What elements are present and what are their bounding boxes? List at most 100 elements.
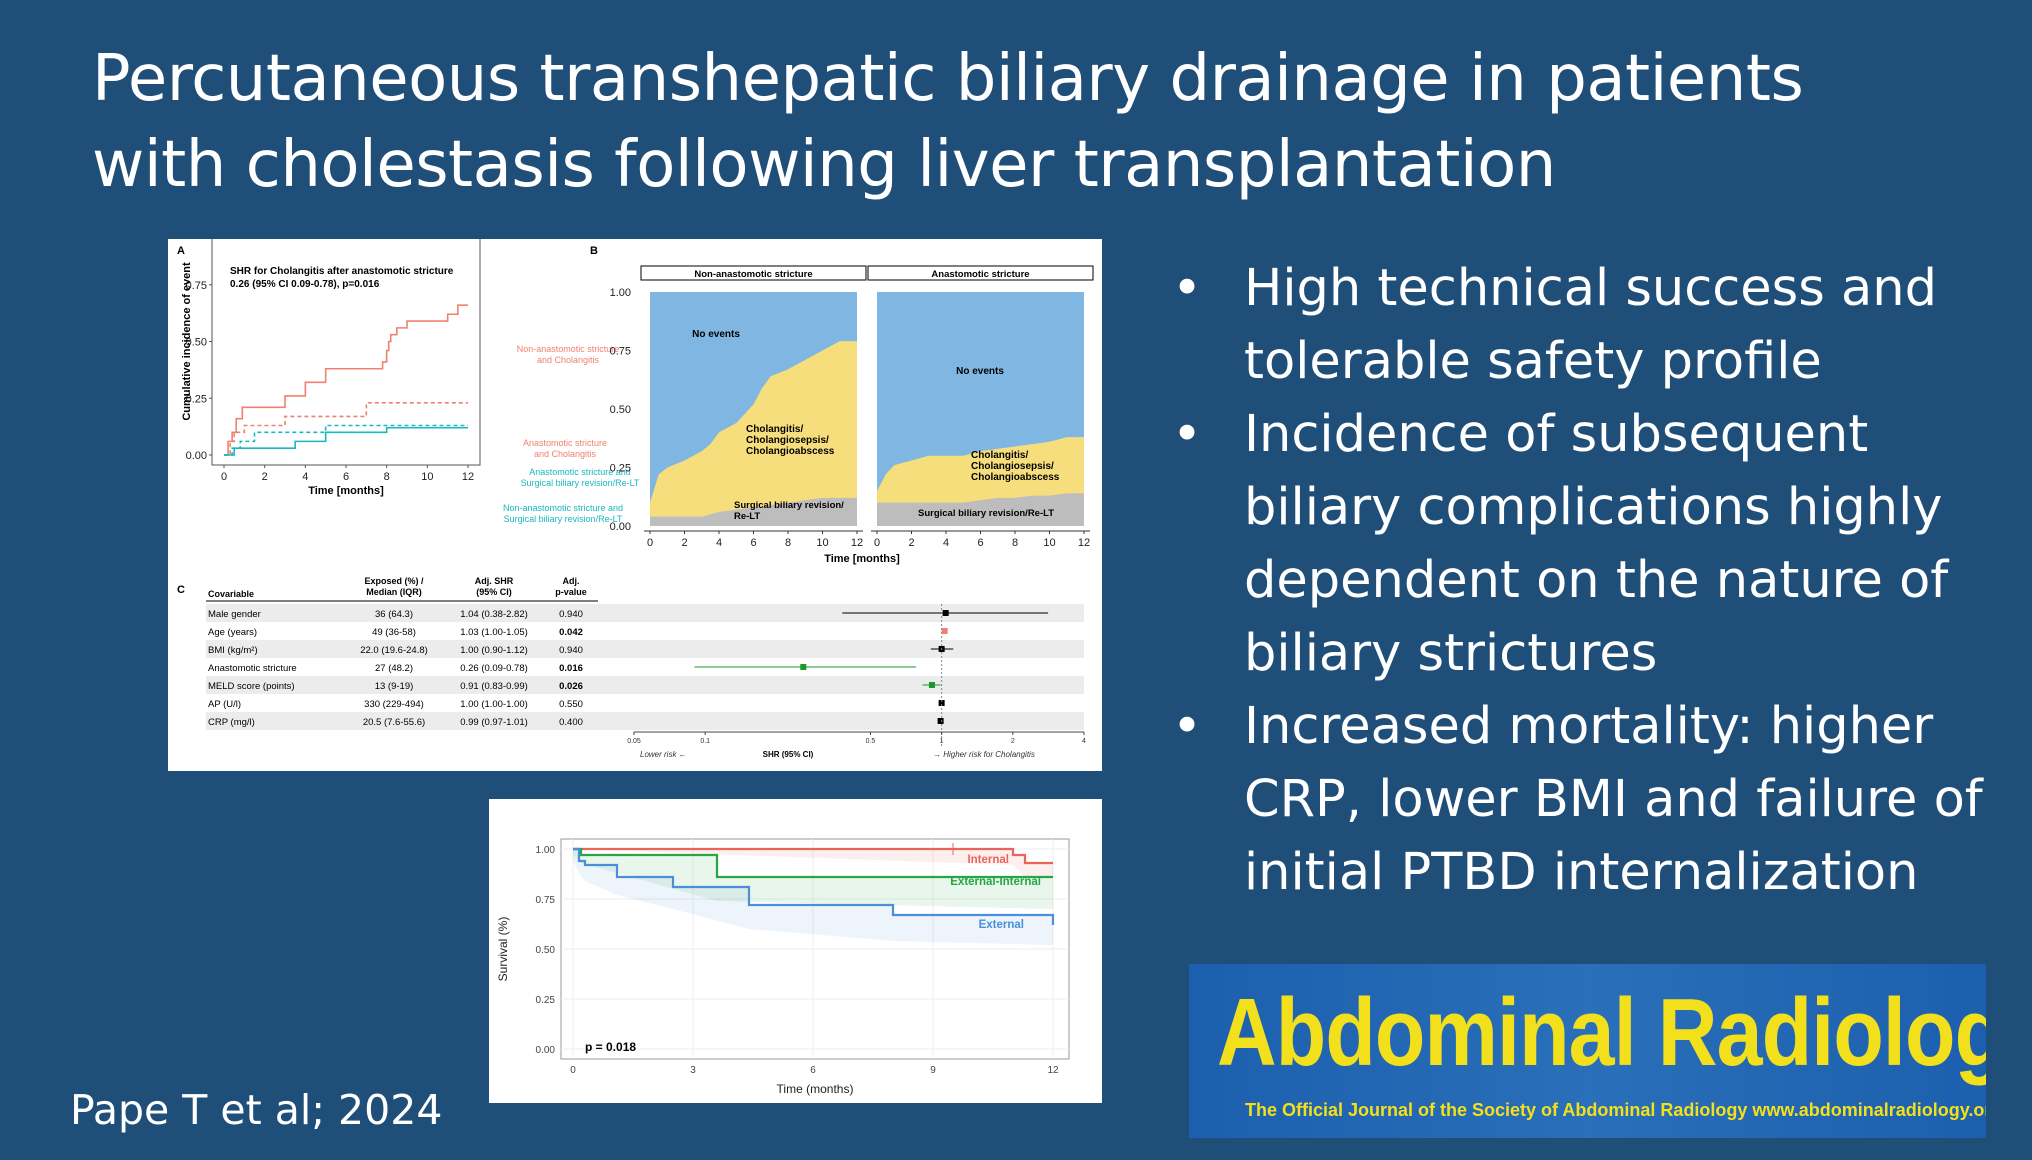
table-row-band bbox=[206, 712, 1084, 730]
forest-tick-label: 0.5 bbox=[866, 738, 876, 745]
table-cell-covariable: CRP (mg/l) bbox=[208, 717, 255, 728]
panel-label-c: C bbox=[177, 584, 185, 596]
figure-abc-svg: A0.000.250.500.751.00024681012Time [mont… bbox=[177, 217, 1094, 759]
series-line-a bbox=[224, 401, 468, 456]
bullet-item: • High technical success and tolerable sa… bbox=[1172, 252, 2022, 398]
table-cell-p: 0.400 bbox=[559, 717, 583, 728]
area-label-b: No events bbox=[692, 329, 740, 340]
table-cell-p: 0.042 bbox=[559, 627, 583, 638]
series-label-a: Non-anastomotic stricture bbox=[517, 344, 620, 354]
x-tick-label-b: 4 bbox=[943, 537, 949, 549]
y-tick-label-a: 0.50 bbox=[186, 337, 207, 349]
series-label-survival: External-Internal bbox=[950, 876, 1041, 888]
table-header: Exposed (%) / bbox=[364, 576, 424, 586]
x-tick-label-b: 10 bbox=[816, 537, 828, 549]
x-tick-label-b: 2 bbox=[908, 537, 914, 549]
x-tick-label-b: 6 bbox=[977, 537, 983, 549]
x-tick-label-survival: 0 bbox=[570, 1065, 576, 1076]
forest-tick-label: 0.1 bbox=[700, 738, 710, 745]
x-tick-label-b: 12 bbox=[851, 537, 863, 549]
area-label-b: Surgical biliary revision/ bbox=[734, 500, 844, 511]
table-cell-p: 0.940 bbox=[559, 609, 583, 620]
bullet-item: • Incidence of subsequent biliary complic… bbox=[1172, 398, 2022, 690]
y-tick-label-survival: 0.75 bbox=[536, 895, 556, 906]
table-cell-exposed: 20.5 (7.6-55.6) bbox=[363, 717, 425, 728]
x-tick-label-a: 6 bbox=[343, 471, 349, 483]
figure-panel-survival: 0 3 6 9 12 0.00 0.25 0.50 0.75 1.00 Time (months) S… bbox=[489, 799, 1102, 1103]
y-tick-label-a: 0.25 bbox=[186, 393, 207, 405]
series-label-a: and Cholangitis bbox=[534, 449, 597, 459]
table-cell-shr: 0.99 (0.97-1.01) bbox=[460, 717, 528, 728]
facet-strip-b bbox=[867, 265, 1094, 281]
area-revision-b bbox=[650, 497, 857, 526]
forest-point bbox=[800, 664, 807, 670]
table-header: Median (IQR) bbox=[366, 587, 422, 597]
x-tick-label-b: 8 bbox=[785, 537, 791, 549]
facet-strip-b bbox=[640, 265, 867, 281]
forest-point bbox=[942, 610, 949, 616]
bullet-marker: • bbox=[1172, 697, 1203, 756]
annotation-line-a: 0.26 (95% CI 0.09-0.78), p=0.016 bbox=[230, 279, 380, 290]
table-cell-exposed: 49 (36-58) bbox=[372, 627, 416, 638]
figure-panel-abc: A0.000.250.500.751.00024681012Time [mont… bbox=[168, 217, 1102, 771]
table-cell-p: 0.016 bbox=[559, 663, 583, 674]
area-label-b: Cholangiosepsis/ bbox=[746, 435, 829, 446]
x-tick-label-b: 10 bbox=[1043, 537, 1055, 549]
x-tick-label-survival: 9 bbox=[930, 1065, 936, 1076]
x-tick-label-survival: 12 bbox=[1047, 1065, 1059, 1076]
y-tick-label-a: 0.00 bbox=[186, 450, 207, 462]
table-row-band bbox=[206, 676, 1084, 694]
area-label-b: Surgical biliary revision/Re-LT bbox=[918, 508, 1054, 519]
key-points-list: • High technical success and tolerable sa… bbox=[1172, 252, 2022, 909]
y-tick-label-a: 0.75 bbox=[186, 280, 207, 292]
series-label-a: Non-anastomotic stricture and bbox=[503, 503, 623, 513]
x-tick-label-b: 2 bbox=[681, 537, 687, 549]
y-tick-label-b: 0.50 bbox=[610, 404, 631, 416]
forest-tick-label: 1 bbox=[940, 738, 944, 745]
facet-label-b: Non-anastomotic stricture bbox=[694, 269, 812, 280]
table-cell-p: 0.940 bbox=[559, 645, 583, 656]
forest-right-label: → Higher risk for Cholangitis bbox=[933, 750, 1035, 759]
table-header: Adj. SHR bbox=[475, 576, 514, 586]
forest-tick-label: 0.05 bbox=[627, 738, 641, 745]
area-label-b: Cholangioabscess bbox=[746, 446, 835, 457]
survival-line bbox=[573, 847, 1055, 925]
table-cell-exposed: 22.0 (19.6-24.8) bbox=[360, 645, 428, 656]
table-header: Covariable bbox=[208, 589, 254, 599]
facet-label-b: Anastomotic stricture bbox=[931, 269, 1029, 280]
series-label-a: Surgical biliary revision/Re-LT bbox=[504, 514, 623, 524]
table-cell-covariable: Male gender bbox=[208, 609, 261, 620]
table-cell-exposed: 36 (64.3) bbox=[375, 609, 413, 620]
series-label-survival: Internal bbox=[967, 854, 1009, 866]
bullet-marker: • bbox=[1172, 259, 1203, 318]
bullet-item: • Increased mortality: higher CRP, lower … bbox=[1172, 690, 2022, 909]
forest-tick-label: 2 bbox=[1011, 738, 1015, 745]
table-cell-exposed: 13 (9-19) bbox=[375, 681, 414, 692]
forest-axis-label: SHR (95% CI) bbox=[763, 750, 814, 759]
journal-name: Abdominal Radiology bbox=[1217, 979, 1986, 1086]
journal-logo: Abdominal Radiology The Official Journal… bbox=[1189, 964, 1986, 1138]
table-cell-covariable: BMI (kg/m²) bbox=[208, 645, 258, 656]
y-tick-label-b: 0.75 bbox=[610, 346, 631, 358]
table-cell-covariable: Age (years) bbox=[208, 627, 257, 638]
y-tick-label-survival: 0.00 bbox=[536, 1045, 556, 1056]
bullet-marker: • bbox=[1172, 405, 1203, 464]
plot-frame-a bbox=[211, 217, 481, 466]
table-cell-p: 0.550 bbox=[559, 699, 583, 710]
table-header: Adj. bbox=[563, 576, 580, 586]
area-label-b: Re-LT bbox=[734, 511, 760, 522]
bullet-text: High technical success and tolerable saf… bbox=[1244, 259, 1937, 391]
table-cell-covariable: MELD score (points) bbox=[208, 681, 295, 692]
table-header: p-value bbox=[555, 587, 587, 597]
table-cell-exposed: 330 (229-494) bbox=[364, 699, 424, 710]
bullet-text: Increased mortality: higher CRP, lower B… bbox=[1244, 697, 1983, 902]
citation: Pape T et al; 2024 bbox=[70, 1086, 443, 1134]
area-label-b: Cholangiosepsis/ bbox=[971, 461, 1054, 472]
table-cell-shr: 0.91 (0.83-0.99) bbox=[460, 681, 528, 692]
table-cell-covariable: Anastomotic stricture bbox=[208, 663, 297, 674]
table-row-band bbox=[206, 604, 1084, 622]
table-cell-shr: 0.26 (0.09-0.78) bbox=[460, 663, 528, 674]
table-cell-shr: 1.00 (0.90-1.12) bbox=[460, 645, 528, 656]
confidence-band bbox=[573, 849, 1053, 877]
area-cholangitis-b bbox=[650, 341, 857, 526]
